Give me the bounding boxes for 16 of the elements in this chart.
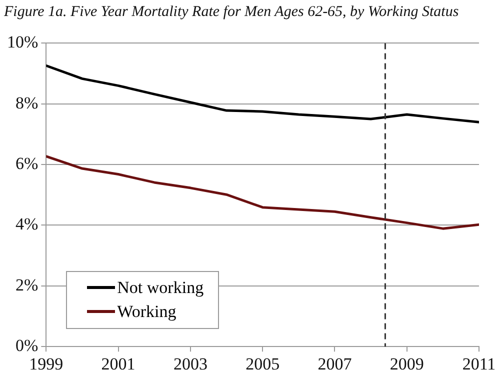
- x-tick-label: 2005: [246, 354, 280, 374]
- y-tick-label: 2%: [15, 275, 38, 294]
- x-tick-label: 1999: [29, 354, 64, 374]
- y-tick-label: 6%: [15, 154, 38, 174]
- x-tick-label: 2003: [173, 354, 208, 374]
- x-tick-label: 2009: [390, 354, 424, 374]
- legend-label: Not working: [117, 278, 204, 298]
- y-tick-label: 4%: [15, 214, 38, 234]
- legend-label: Working: [117, 302, 176, 322]
- y-tick-label: 0%: [15, 336, 38, 356]
- y-tick-label: 8%: [15, 93, 38, 112]
- y-tick-label: 10%: [6, 32, 38, 52]
- x-tick-label: 2007: [318, 354, 352, 374]
- chart-title: Figure 1a. Five Year Mortality Rate for Men Ages 62-65, by Working Status: [4, 4, 459, 21]
- x-tick-label: 2011: [462, 354, 496, 374]
- x-tick-label: 2001: [101, 354, 136, 374]
